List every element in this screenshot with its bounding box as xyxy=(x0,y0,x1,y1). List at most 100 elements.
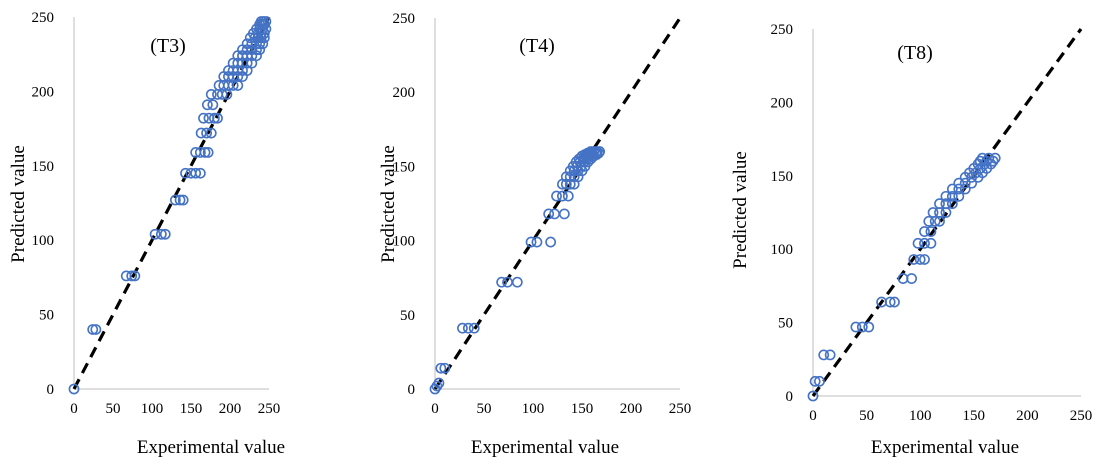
x-tick-label: 200 xyxy=(219,401,242,417)
data-point xyxy=(468,322,480,334)
y-axis-label: Predicted value xyxy=(730,151,751,269)
x-tick-label: 150 xyxy=(963,408,986,424)
chart-title: (T4) xyxy=(519,35,555,57)
chart-title: (T8) xyxy=(897,42,933,64)
data-point xyxy=(177,194,189,206)
x-tick-label: 100 xyxy=(141,401,164,417)
y-tick-label: 200 xyxy=(393,85,416,101)
x-axis-label: Experimental value xyxy=(137,437,285,458)
data-point xyxy=(159,228,171,240)
data-point xyxy=(68,383,80,395)
data-point xyxy=(919,254,930,265)
x-tick-label: 50 xyxy=(477,401,492,417)
data-point xyxy=(246,57,258,69)
data-point xyxy=(588,146,600,157)
data-point xyxy=(241,65,253,76)
data-point xyxy=(889,296,900,308)
data-point xyxy=(959,183,971,195)
data-point xyxy=(201,99,213,111)
y-tick-label: 0 xyxy=(47,382,55,398)
y-tick-label: 50 xyxy=(400,308,415,324)
data-point xyxy=(551,190,562,202)
data-point xyxy=(824,349,836,361)
y-tick-label: 50 xyxy=(39,308,54,324)
data-point xyxy=(439,362,451,374)
y-tick-label: 100 xyxy=(32,233,55,249)
y-tick-label: 250 xyxy=(32,10,55,26)
data-point xyxy=(457,322,468,334)
data-point xyxy=(594,146,606,157)
x-axis-label: Experimental value xyxy=(871,437,1019,458)
scatter-panel-1: 0 50 100 150 200 250 0 50 100 150 200 250 (T3) Experi… xyxy=(8,10,285,458)
data-point xyxy=(241,57,253,69)
data-point xyxy=(966,177,978,189)
y-tick-label: 150 xyxy=(393,159,416,175)
data-point xyxy=(208,112,220,124)
x-tick-label: 100 xyxy=(522,401,545,417)
data-point xyxy=(919,226,930,237)
data-point xyxy=(496,276,508,288)
data-point xyxy=(543,208,555,220)
data-point xyxy=(254,44,266,56)
data-point xyxy=(129,270,141,282)
data-point xyxy=(946,183,958,195)
data-point xyxy=(856,321,868,333)
y-tick-label: 150 xyxy=(32,159,55,175)
x-tick-label: 0 xyxy=(70,401,78,417)
data-point xyxy=(818,349,830,361)
data-point xyxy=(246,38,258,50)
data-point xyxy=(90,324,102,335)
data-point xyxy=(912,237,924,249)
data-point xyxy=(976,152,988,164)
y-axis-label: Predicted value xyxy=(8,145,29,263)
data-point xyxy=(155,228,167,240)
data-point xyxy=(923,215,935,227)
data-point xyxy=(557,190,568,202)
data-point xyxy=(884,296,896,308)
data-point xyxy=(169,194,181,206)
data-point xyxy=(914,254,926,265)
x-tick-label: 250 xyxy=(669,401,692,417)
data-point xyxy=(237,65,248,76)
x-tick-label: 150 xyxy=(180,401,203,417)
chart-title: (T3) xyxy=(150,35,186,57)
data-point xyxy=(212,112,223,124)
x-tick-label: 50 xyxy=(859,408,874,424)
data-point xyxy=(919,237,930,249)
data-point xyxy=(934,198,945,210)
data-point xyxy=(87,324,99,335)
data-point xyxy=(591,146,603,157)
data-point xyxy=(174,194,186,206)
x-axis-label: Experimental value xyxy=(471,437,619,458)
data-point xyxy=(940,190,952,202)
data-point xyxy=(570,156,582,168)
data-point xyxy=(989,152,1001,164)
data-point xyxy=(908,254,920,265)
data-point xyxy=(201,127,212,139)
y-axis-label: Predicted value xyxy=(378,145,399,263)
data-point xyxy=(549,208,560,220)
data-point xyxy=(195,127,207,139)
x-tick-label: 250 xyxy=(258,401,281,417)
data-point xyxy=(205,127,217,139)
data-point xyxy=(850,321,862,333)
data-point xyxy=(431,380,443,392)
data-point xyxy=(194,147,206,158)
data-point xyxy=(435,362,447,374)
data-point xyxy=(959,177,971,189)
y-tick-label: 50 xyxy=(778,316,793,332)
data-point xyxy=(558,208,570,220)
data-point xyxy=(906,273,918,284)
reference-line xyxy=(433,17,682,390)
data-point xyxy=(562,190,574,202)
data-point xyxy=(983,152,995,164)
y-tick-label: 0 xyxy=(786,389,794,405)
data-point xyxy=(927,207,939,218)
data-point xyxy=(525,236,537,248)
data-point xyxy=(953,190,965,202)
data-point xyxy=(940,198,952,210)
y-tick-label: 200 xyxy=(771,95,794,111)
data-point xyxy=(511,276,523,288)
data-point xyxy=(194,167,206,179)
